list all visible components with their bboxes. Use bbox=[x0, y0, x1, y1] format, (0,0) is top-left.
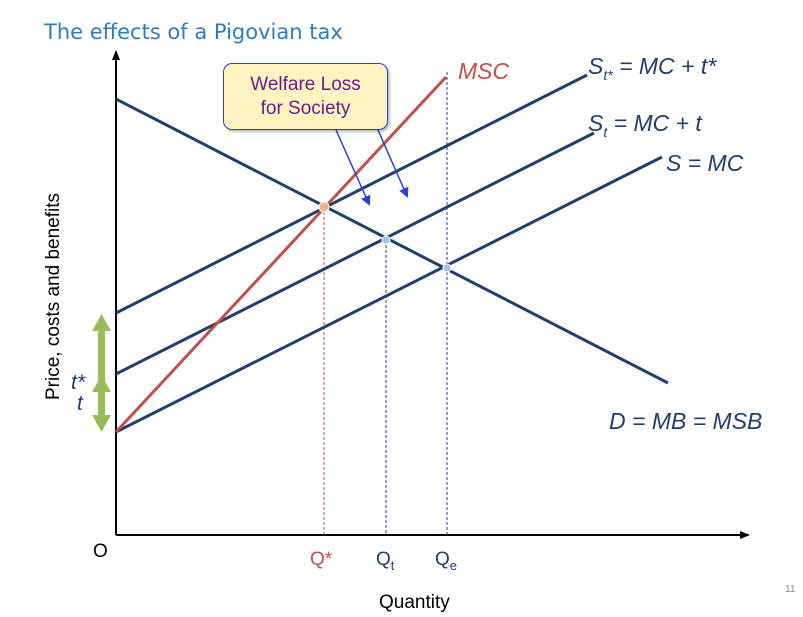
s-label: S = MC bbox=[666, 150, 744, 176]
q-e-label-sub: e bbox=[450, 558, 457, 573]
t-label: t bbox=[77, 392, 84, 415]
q-e-label: Qe bbox=[435, 549, 457, 573]
equilibrium-point-q-star bbox=[318, 201, 330, 213]
st-label-rest: = MC + t bbox=[607, 110, 703, 136]
y-axis-label: Price, costs and benefits bbox=[43, 193, 64, 400]
msc-curve bbox=[114, 75, 448, 434]
st-label-sub: t bbox=[603, 124, 608, 140]
st-star-label: St* = MC + t* bbox=[588, 53, 717, 83]
demand-curve bbox=[115, 97, 669, 385]
origin-label: O bbox=[93, 541, 108, 562]
supply-curve-tax-t-star bbox=[115, 73, 588, 315]
equilibrium-point-q-t bbox=[381, 235, 391, 245]
q-star-label: Q* bbox=[310, 549, 333, 570]
q-t-label-sub: t bbox=[391, 558, 395, 573]
supply-curve-mc bbox=[115, 155, 663, 434]
st-star-label-sub: t* bbox=[603, 67, 613, 83]
st-label: St = MC + t bbox=[588, 110, 703, 140]
slide-title: The effects of a Pigovian tax bbox=[44, 20, 343, 44]
q-t-label-base: Q bbox=[376, 549, 391, 570]
st-label-base: S bbox=[588, 110, 604, 136]
x-axis-label: Quantity bbox=[379, 592, 450, 613]
callout-arrow-right bbox=[377, 129, 409, 198]
d-label: D = MB = MSB bbox=[609, 408, 762, 434]
supply-curve-tax-t bbox=[115, 131, 595, 376]
callout-line-2: for Society bbox=[260, 97, 351, 119]
page-number: 11 bbox=[785, 584, 796, 595]
callout-arrow-left bbox=[335, 129, 371, 206]
st-star-label-base: S bbox=[588, 53, 604, 79]
equilibrium-point-q-e bbox=[442, 263, 452, 273]
st-star-label-rest: = MC + t* bbox=[613, 53, 718, 79]
q-t-label: Qt bbox=[376, 549, 395, 573]
q-e-label-base: Q bbox=[435, 549, 450, 570]
t-star-label: t* bbox=[71, 371, 86, 394]
msc-label: MSC bbox=[458, 58, 510, 84]
welfare-loss-callout: Welfare Loss for Society bbox=[223, 63, 388, 130]
callout-line-1: Welfare Loss bbox=[250, 73, 361, 95]
tax-arrows bbox=[92, 314, 111, 432]
